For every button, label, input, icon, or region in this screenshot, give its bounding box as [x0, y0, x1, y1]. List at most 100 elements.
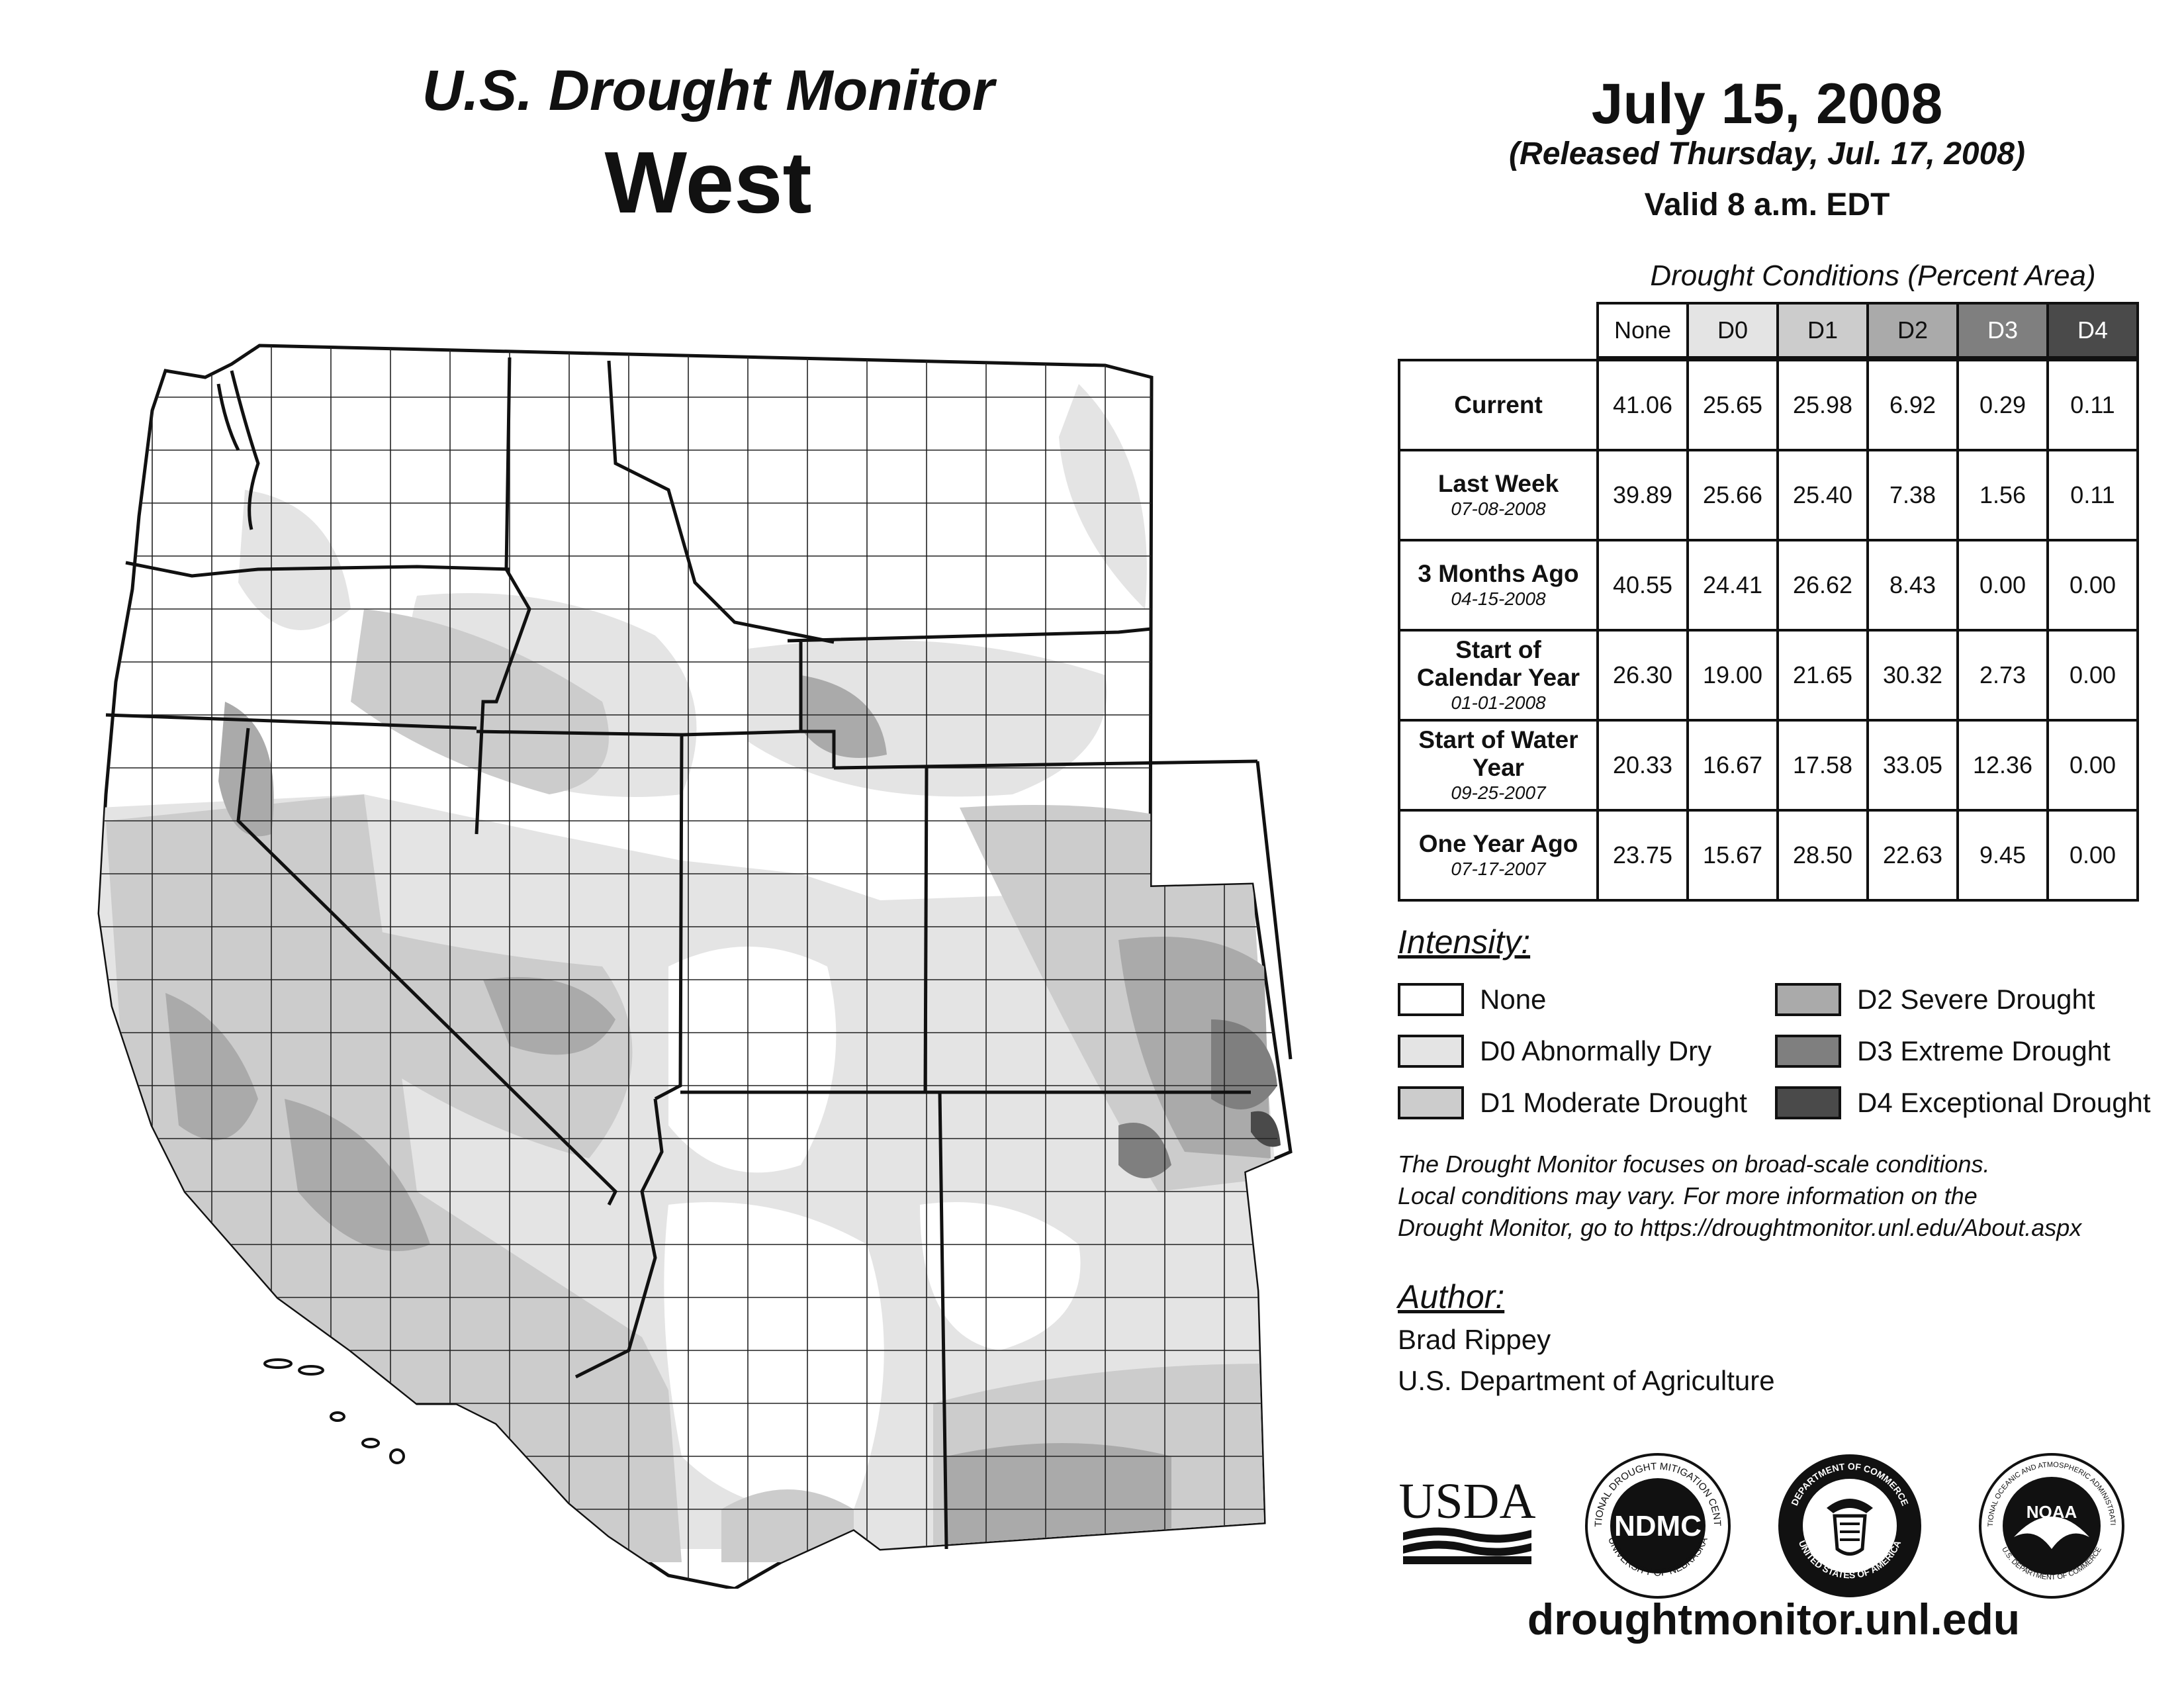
author-name: Brad Rippey	[1398, 1324, 1551, 1355]
row-sublabel: 07-08-2008	[1451, 498, 1546, 519]
row-label-text: Last Week	[1437, 470, 1559, 497]
wy-co-border	[833, 759, 1258, 770]
svg-text:NDMC: NDMC	[1614, 1510, 1702, 1542]
legend-swatch	[1398, 1035, 1464, 1068]
row-label-text: 3 Months Ago	[1418, 560, 1579, 587]
legend-swatch	[1398, 983, 1464, 1016]
row-label-text: Current	[1454, 391, 1543, 418]
table-cell: 28.50	[1776, 809, 1869, 902]
table-cell: 0.00	[2046, 719, 2139, 812]
author-organization: U.S. Department of Agriculture	[1398, 1365, 1775, 1396]
table-cell: 19.00	[1686, 629, 1779, 722]
row-label-text: Start of Water Year	[1418, 726, 1578, 781]
d1-area	[351, 609, 609, 794]
row-label-text: One Year Ago	[1418, 830, 1578, 857]
id-mt-border	[607, 360, 835, 644]
nv-ut-border	[476, 729, 684, 1101]
d2-area	[285, 1099, 430, 1251]
table-row: Last Week 07-08-2008 39.89 25.66 25.40 7.…	[1398, 449, 2139, 541]
table-cell: 2.73	[1956, 629, 2049, 722]
d2-area	[218, 702, 274, 837]
release-date: (Released Thursday, Jul. 17, 2008)	[1509, 136, 2025, 171]
table-cell: 39.89	[1596, 449, 1689, 541]
legend-label: D0 Abnormally Dry	[1480, 1035, 1712, 1066]
wa-or-border	[125, 561, 510, 578]
state-boundaries	[105, 357, 1293, 1550]
d4-area	[1251, 1111, 1281, 1147]
none-area	[664, 1202, 884, 1512]
d2-area	[483, 977, 615, 1055]
table-cell: 9.45	[1956, 809, 2049, 902]
legend-swatch	[1775, 1035, 1841, 1068]
ut-co-border	[923, 767, 929, 1093]
table-cell: 1.56	[1956, 449, 2049, 541]
table-cell: 25.66	[1686, 449, 1779, 541]
legend-label: D3 Extreme Drought	[1857, 1035, 2111, 1066]
legend-label: D2 Severe Drought	[1857, 984, 2095, 1015]
ut-wy-border	[801, 729, 836, 768]
legend-swatch	[1775, 1086, 1841, 1119]
co-ks-border	[1255, 761, 1293, 1060]
svg-text:NOAA: NOAA	[2026, 1502, 2077, 1522]
table-cell: 25.40	[1776, 449, 1869, 541]
row-sublabel: 09-25-2007	[1451, 782, 1546, 803]
table-cell: 7.38	[1866, 449, 1959, 541]
d2-area	[801, 675, 887, 758]
ndmc-logo: NATIONAL DROUGHT MITIGATION CENTER UNIVE…	[1582, 1450, 1731, 1599]
map-date: July 15, 2008	[1591, 72, 1943, 136]
column-header-none: None	[1596, 302, 1689, 359]
table-cell: 25.65	[1686, 359, 1779, 451]
d1-area	[721, 1489, 854, 1562]
az-nm-border	[938, 1092, 948, 1550]
website-link[interactable]: droughtmonitor.unl.edu	[1527, 1595, 2021, 1644]
id-west-border	[475, 357, 531, 835]
table-cell: 17.58	[1776, 719, 1869, 812]
table-cell: 6.92	[1866, 359, 1959, 451]
table-cell: 0.29	[1956, 359, 2049, 451]
table-cell: 0.00	[2046, 809, 2139, 902]
note-line: The Drought Monitor focuses on broad-sca…	[1398, 1150, 1990, 1178]
legend-item-d3: D3 Extreme Drought	[1775, 1031, 2111, 1071]
row-sublabel: 04-15-2008	[1451, 588, 1546, 609]
table-cell: 8.43	[1866, 539, 1959, 632]
ca-nv-border	[236, 727, 618, 1206]
table-cell: 0.00	[2046, 629, 2139, 722]
table-cell: 23.75	[1596, 809, 1689, 902]
row-label: Start of Calendar Year 01-01-2008	[1398, 629, 1599, 722]
legend-swatch	[1398, 1086, 1464, 1119]
table-row: 3 Months Ago 04-15-2008 40.55 24.41 26.62…	[1398, 539, 2139, 632]
mt-wy-border	[787, 627, 1152, 643]
usda-logo: USDA	[1399, 1474, 1536, 1564]
or-ca-nv-border	[105, 713, 477, 730]
d2-area	[946, 1443, 1171, 1549]
table-cell: 0.00	[2046, 539, 2139, 632]
table-cell: 0.11	[2046, 359, 2139, 451]
region-title: West	[604, 134, 812, 231]
table-cell: 41.06	[1596, 359, 1689, 451]
table-cell: 26.62	[1776, 539, 1869, 632]
doc-seal: DEPARTMENT OF COMMERCE UNITED STATES OF …	[1778, 1454, 1921, 1597]
table-cell: 30.32	[1866, 629, 1959, 722]
table-cell: 15.67	[1686, 809, 1779, 902]
d3-area	[1211, 1019, 1277, 1109]
column-header-d0: D0	[1686, 302, 1779, 359]
drought-shading	[99, 384, 1281, 1562]
legend-item-d0: D0 Abnormally Dry	[1398, 1031, 1711, 1071]
row-label-text: Start of Calendar Year	[1416, 636, 1580, 691]
legend-label: D1 Moderate Drought	[1480, 1087, 1747, 1118]
map-title: U.S. Drought Monitor	[422, 59, 995, 122]
drought-conditions-table: None D0 D1 D2 D3 D4 Current 41.06 25.65 …	[1398, 302, 2139, 902]
legend-item-d1: D1 Moderate Drought	[1398, 1083, 1747, 1123]
d0-area	[1059, 384, 1147, 609]
row-label: Start of Water Year 09-25-2007	[1398, 719, 1599, 812]
d0-area	[238, 490, 351, 630]
table-cell: 22.63	[1866, 809, 1959, 902]
row-label: Last Week 07-08-2008	[1398, 449, 1599, 541]
noaa-logo: NATIONAL OCEANIC AND ATMOSPHERIC ADMINIS…	[1976, 1450, 2124, 1599]
table-cell: 12.36	[1956, 719, 2049, 812]
legend-swatch	[1775, 983, 1841, 1016]
disclaimer-note: The Drought Monitor focuses on broad-sca…	[1398, 1149, 2165, 1244]
puget-sound	[216, 370, 260, 530]
legend-item-d2: D2 Severe Drought	[1775, 980, 2095, 1019]
legend-title: Intensity:	[1398, 923, 1531, 961]
